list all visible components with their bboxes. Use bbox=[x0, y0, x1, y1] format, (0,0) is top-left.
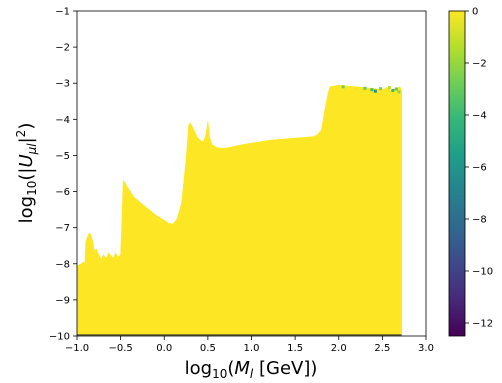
colorbar-tick-label: −12 bbox=[472, 319, 493, 330]
colorbar-tick-label: 0 bbox=[472, 7, 478, 18]
colorbar bbox=[448, 10, 466, 337]
speckle-point bbox=[387, 86, 391, 90]
y-tick-label: −9 bbox=[55, 295, 70, 306]
y-tick-label: −1 bbox=[55, 7, 70, 18]
speckle-point bbox=[370, 88, 374, 92]
y-tick-label: −10 bbox=[49, 332, 70, 343]
colorbar-tick-label: −10 bbox=[472, 267, 493, 278]
speckle-point bbox=[363, 86, 367, 90]
x-tick-label: 2.0 bbox=[331, 343, 347, 354]
y-tick-label: −3 bbox=[55, 79, 70, 90]
y-tick-label: −5 bbox=[55, 151, 70, 162]
speckle-point bbox=[379, 87, 383, 91]
colorbar-tick-label: −6 bbox=[472, 163, 487, 174]
y-axis: −1 −2 −3 −4 −5 −6 −7 −8 −9 −10 bbox=[49, 7, 77, 343]
x-tick-label: 1.5 bbox=[287, 343, 303, 354]
x-tick-label: 2.5 bbox=[374, 343, 390, 354]
colorbar-axis: 0 −2 −4 −6 −8 −10 −12 bbox=[465, 7, 493, 330]
x-tick-label: −1.0 bbox=[65, 343, 89, 354]
speckle-point bbox=[341, 85, 345, 89]
data-layer bbox=[77, 84, 402, 336]
colorbar-tick-label: −4 bbox=[472, 111, 487, 122]
speckle-point bbox=[394, 87, 398, 91]
x-tick-label: 0.5 bbox=[200, 343, 216, 354]
x-tick-label: −0.5 bbox=[108, 343, 132, 354]
y-tick-label: −8 bbox=[55, 259, 70, 270]
y-tick-label: −2 bbox=[55, 43, 70, 54]
colorbar-tick-label: −2 bbox=[472, 59, 487, 70]
x-axis-label: log10(Ml [GeV]) bbox=[185, 358, 318, 381]
y-tick-label: −6 bbox=[55, 187, 70, 198]
y-tick-label: −7 bbox=[55, 223, 70, 234]
x-tick-label: 1.0 bbox=[244, 343, 260, 354]
y-axis-label: log10(|Uμl|2) bbox=[14, 123, 39, 224]
speckle-point bbox=[373, 89, 377, 93]
colorbar-tick-label: −8 bbox=[472, 215, 487, 226]
speckle-point bbox=[397, 90, 401, 94]
x-tick-label: 3.0 bbox=[418, 343, 434, 354]
x-axis: −1.0 −0.5 0.0 0.5 1.0 1.5 2.0 2.5 3.0 bbox=[65, 336, 434, 354]
filled-region bbox=[77, 84, 402, 336]
speckle-point bbox=[391, 88, 395, 92]
x-tick-label: 0.0 bbox=[156, 343, 172, 354]
y-tick-label: −4 bbox=[55, 115, 70, 126]
